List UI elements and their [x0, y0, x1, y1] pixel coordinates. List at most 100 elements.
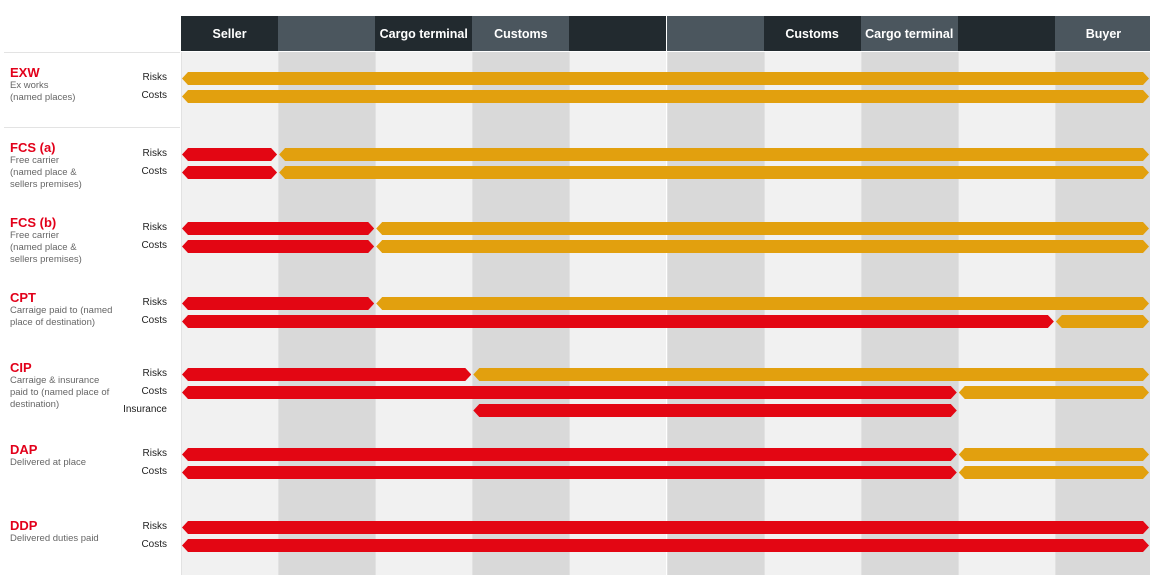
stage-column-3	[472, 52, 570, 575]
buyer-responsibility-bar	[182, 72, 1149, 85]
stage-header-8	[957, 16, 1055, 51]
column-divider	[472, 52, 474, 575]
term-code: DAP	[10, 442, 38, 457]
stage-column-2	[375, 52, 473, 575]
term-description: Ex works	[10, 80, 49, 91]
stage-header-6: Customs	[763, 16, 861, 51]
term-code: CPT	[10, 290, 36, 305]
stage-column-8	[957, 52, 1055, 575]
term-description: (named place &	[10, 242, 77, 253]
term-code: FCS (b)	[10, 215, 57, 230]
term-code: DDP	[10, 518, 38, 533]
term-label: EXW Ex works (named places)	[10, 65, 130, 104]
column-divider	[666, 52, 668, 575]
buyer-responsibility-bar	[959, 448, 1149, 461]
term-label: CIP Carraige & insurance paid to (named pl…	[10, 360, 130, 411]
stage-header-0: Seller	[181, 16, 279, 51]
stage-column-5	[666, 52, 764, 575]
bar-label-risks: Risks	[142, 368, 167, 379]
term-description: Carraige & insurance	[10, 375, 100, 386]
seller-responsibility-bar	[182, 368, 471, 381]
bar-label-costs: Costs	[141, 90, 167, 101]
stage-column-0	[181, 52, 279, 575]
bar-label-risks: Risks	[142, 297, 167, 308]
buyer-responsibility-bar	[376, 297, 1149, 310]
stage-header-1	[278, 16, 376, 51]
buyer-responsibility-bar	[473, 368, 1149, 381]
bar-label-costs: Costs	[141, 386, 167, 397]
seller-responsibility-bar	[182, 222, 374, 235]
column-divider	[278, 52, 280, 575]
term-label: FCS (a) Free carrier (named place & sellers…	[10, 140, 130, 191]
column-divider	[957, 52, 959, 575]
bar-label-costs: Costs	[141, 315, 167, 326]
bar-label-costs: Costs	[141, 539, 167, 550]
buyer-responsibility-bar	[279, 148, 1149, 161]
stage-column-6	[763, 52, 861, 575]
buyer-responsibility-bar	[959, 466, 1149, 479]
bar-label-costs: Costs	[141, 240, 167, 251]
term-label: FCS (b) Free carrier (named place & sellers…	[10, 215, 130, 266]
term-description: Carraige paid to (named	[10, 305, 113, 316]
term-description: place of destination)	[10, 317, 96, 328]
term-description: sellers premises)	[10, 179, 82, 190]
seller-responsibility-bar	[182, 240, 374, 253]
stage-column-4	[569, 52, 667, 575]
stage-column-7	[860, 52, 958, 575]
bar-label-costs: Costs	[141, 466, 167, 477]
seller-responsibility-bar	[182, 315, 1054, 328]
seller-responsibility-bar	[182, 148, 277, 161]
row-separator	[4, 52, 180, 53]
column-divider	[1054, 52, 1056, 575]
bar-label-costs: Costs	[141, 166, 167, 177]
column-divider	[763, 52, 765, 575]
stage-header-4	[569, 16, 667, 51]
seller-responsibility-bar	[182, 539, 1149, 552]
buyer-responsibility-bar	[279, 166, 1149, 179]
seller-responsibility-bar	[182, 166, 277, 179]
term-description: destination)	[10, 399, 60, 410]
seller-responsibility-bar	[182, 448, 957, 461]
bar-label-insurance: Insurance	[123, 404, 167, 415]
stage-column-9	[1054, 52, 1150, 575]
buyer-responsibility-bar	[959, 386, 1149, 399]
term-code: EXW	[10, 65, 40, 80]
term-description: (named places)	[10, 92, 76, 103]
seller-responsibility-bar	[182, 521, 1149, 534]
term-description: Delivered at place	[10, 457, 87, 468]
stage-header-7: Cargo terminal	[860, 16, 958, 51]
row-separator	[4, 127, 180, 128]
term-description: Delivered duties paid	[10, 533, 99, 544]
term-description: (named place &	[10, 167, 77, 178]
column-divider	[181, 52, 182, 575]
term-description: paid to (named place of	[10, 387, 110, 398]
term-description: Free carrier	[10, 230, 60, 241]
term-label: DAP Delivered at place	[10, 442, 130, 469]
column-divider	[569, 52, 571, 575]
bar-label-risks: Risks	[142, 448, 167, 459]
term-label: DDP Delivered duties paid	[10, 518, 130, 545]
term-description: sellers premises)	[10, 254, 82, 265]
buyer-responsibility-bar	[376, 222, 1149, 235]
bar-label-risks: Risks	[142, 222, 167, 233]
term-code: CIP	[10, 360, 32, 375]
column-divider	[860, 52, 862, 575]
column-divider	[375, 52, 377, 575]
stage-header-3: Customs	[472, 16, 570, 51]
stage-column-1	[278, 52, 376, 575]
bar-label-risks: Risks	[142, 72, 167, 83]
buyer-responsibility-bar	[182, 90, 1149, 103]
seller-responsibility-bar	[473, 404, 957, 417]
seller-responsibility-bar	[182, 297, 374, 310]
bar-label-risks: Risks	[142, 521, 167, 532]
buyer-responsibility-bar	[1056, 315, 1149, 328]
stage-header-2: Cargo terminal	[375, 16, 473, 51]
seller-responsibility-bar	[182, 466, 957, 479]
term-description: Free carrier	[10, 155, 60, 166]
stage-header-9: Buyer	[1054, 16, 1150, 51]
term-code: FCS (a)	[10, 140, 56, 155]
term-label: CPT Carraige paid to (named place of desti…	[10, 290, 130, 329]
seller-responsibility-bar	[182, 386, 957, 399]
buyer-responsibility-bar	[376, 240, 1149, 253]
